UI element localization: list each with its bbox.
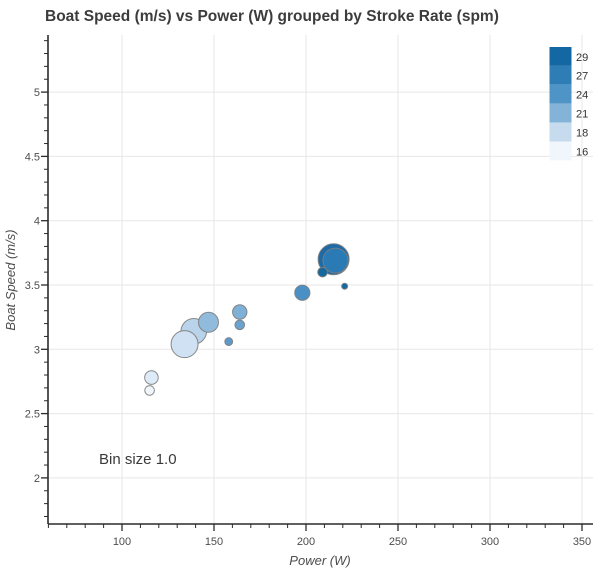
x-tick-label: 350 <box>573 536 591 548</box>
data-point-stroke-rate-17 <box>144 370 159 385</box>
x-tick-label: 250 <box>389 536 407 548</box>
bin-size-annotation: Bin size 1.0 <box>99 451 177 468</box>
y-tick-label: 2 <box>34 473 40 485</box>
grid-layer <box>48 35 593 524</box>
legend-label-18: 18 <box>576 127 588 139</box>
legend-swatch-18 <box>549 122 572 142</box>
y-tick-label: 3.5 <box>25 280 40 292</box>
data-point-stroke-rate-24 <box>224 337 234 346</box>
data-point-stroke-rate-24 <box>294 284 311 301</box>
legend-swatch-27 <box>549 65 572 85</box>
data-point-stroke-rate-29 <box>317 266 328 278</box>
data-point-stroke-rate-21 <box>232 304 248 320</box>
x-tick-label: 100 <box>113 536 131 548</box>
legend-label-27: 27 <box>576 71 588 83</box>
legend-label-16: 16 <box>576 146 588 158</box>
legend-swatch-16 <box>549 141 572 161</box>
axis-layer: 100 150 200 250 300 350 2 2.5 3 3.5 4 4.5 5 <box>25 35 593 548</box>
y-axis-label: Boat Speed (m/s) <box>3 229 18 330</box>
x-tick-label: 300 <box>481 536 499 548</box>
data-point-stroke-rate-23 <box>234 319 246 331</box>
legend-label-24: 24 <box>576 90 588 102</box>
legend-label-21: 21 <box>576 109 588 121</box>
legend-colorbar: 29 27 24 21 18 16 <box>549 47 588 161</box>
legend-label-29: 29 <box>576 52 588 64</box>
legend-swatch-24 <box>549 84 572 104</box>
data-point-stroke-rate-29 <box>341 282 349 290</box>
y-tick-label: 3 <box>34 344 40 356</box>
y-tick-label: 4 <box>34 216 40 228</box>
x-axis-label: Power (W) <box>289 553 350 568</box>
data-point-stroke-rate-16 <box>144 385 155 396</box>
y-tick-label: 4.5 <box>25 151 40 163</box>
data-point-stroke-rate-21 <box>197 311 219 333</box>
legend-swatch-29 <box>549 47 572 66</box>
y-tick-label: 5 <box>34 87 40 99</box>
x-tick-label: 200 <box>297 536 315 548</box>
x-tick-label: 150 <box>205 536 223 548</box>
y-tick-label: 2.5 <box>25 409 40 421</box>
data-points-layer <box>144 243 350 396</box>
chart-title: Boat Speed (m/s) vs Power (W) grouped by… <box>45 8 499 25</box>
data-point-stroke-rate-27 <box>322 247 349 274</box>
legend-swatch-21 <box>549 103 572 123</box>
data-point-stroke-rate-18 <box>170 330 199 359</box>
